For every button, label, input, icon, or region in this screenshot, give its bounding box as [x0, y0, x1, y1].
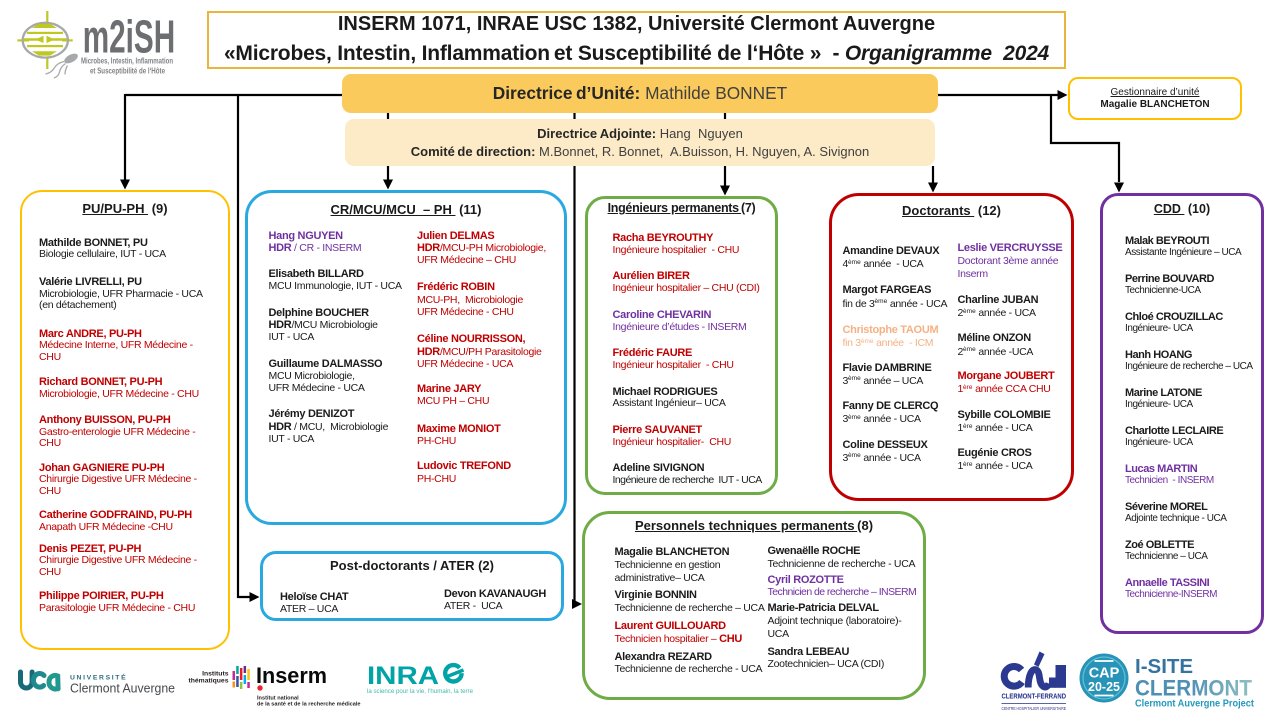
svg-text:CLERMONT: CLERMONT — [1135, 676, 1252, 701]
svg-text:Inserm: Inserm — [256, 663, 327, 688]
svg-text:CLERMONT-FERRAND: CLERMONT-FERRAND — [1002, 692, 1067, 701]
svg-text:20-25: 20-25 — [1088, 680, 1120, 694]
svg-text:de la santé et de la recherche: de la santé et de la recherche médicale — [257, 702, 361, 708]
svg-text:la science pour la vie, l‘huma: la science pour la vie, l‘humain, la ter… — [367, 689, 474, 695]
svg-text:m2iSH: m2iSH — [83, 11, 176, 63]
svg-text:thématiques: thématiques — [188, 678, 228, 685]
svg-text:CENTRE HOSPITALIER UNIVERSITAI: CENTRE HOSPITALIER UNIVERSITAIRE — [1002, 706, 1067, 711]
svg-text:Clermont Auvergne Project: Clermont Auvergne Project — [1135, 699, 1255, 710]
svg-text:Microbes, Intestin, Inflammati: Microbes, Intestin, Inflammation — [81, 56, 173, 66]
svg-text:Instituts: Instituts — [202, 671, 229, 678]
svg-text:UNIVERSITÉ: UNIVERSITÉ — [70, 673, 127, 682]
svg-text:CAP: CAP — [1089, 666, 1120, 682]
svg-text:et Susceptibilité de l‘Hôte: et Susceptibilité de l‘Hôte — [90, 66, 165, 76]
svg-text:I-SITE: I-SITE — [1135, 655, 1193, 678]
svg-text:Institut national: Institut national — [257, 696, 299, 702]
svg-text:Clermont Auvergne: Clermont Auvergne — [70, 682, 175, 696]
svg-text:INRA: INRA — [367, 662, 439, 690]
